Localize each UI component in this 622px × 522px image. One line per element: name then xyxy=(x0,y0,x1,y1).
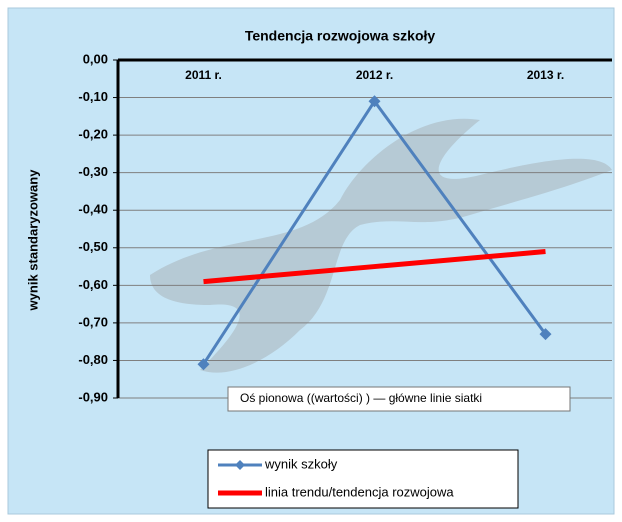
x-tick-label: 2012 r. xyxy=(356,68,393,82)
x-tick-label: 2011 r. xyxy=(185,68,222,82)
chart-title: Tendencja rozwojowa szkoły xyxy=(245,28,436,44)
chart: Tendencja rozwojowa szkoły wynik standar… xyxy=(0,0,622,522)
y-tick-label: -0,30 xyxy=(78,164,108,179)
x-tick-label: 2013 r. xyxy=(527,68,564,82)
y-tick-label: -0,20 xyxy=(78,127,108,142)
y-axis-label: wynik standaryzowany xyxy=(25,169,40,312)
legend-label: linia trendu/tendencja rozwojowa xyxy=(265,484,454,499)
y-tick-label: -0,70 xyxy=(78,314,108,329)
y-tick-label: -0,10 xyxy=(78,89,108,104)
y-tick-label: -0,90 xyxy=(78,389,108,404)
tooltip: Oś pionowa ((wartości) ) — główne linie … xyxy=(240,391,482,405)
y-tick-label: -0,80 xyxy=(78,352,108,367)
y-tick-label: 0,00 xyxy=(83,51,108,66)
y-tick-label: -0,40 xyxy=(78,202,108,217)
y-tick-label: -0,50 xyxy=(78,239,108,254)
y-tick-label: -0,60 xyxy=(78,277,108,292)
legend-label: wynik szkoły xyxy=(264,456,338,471)
